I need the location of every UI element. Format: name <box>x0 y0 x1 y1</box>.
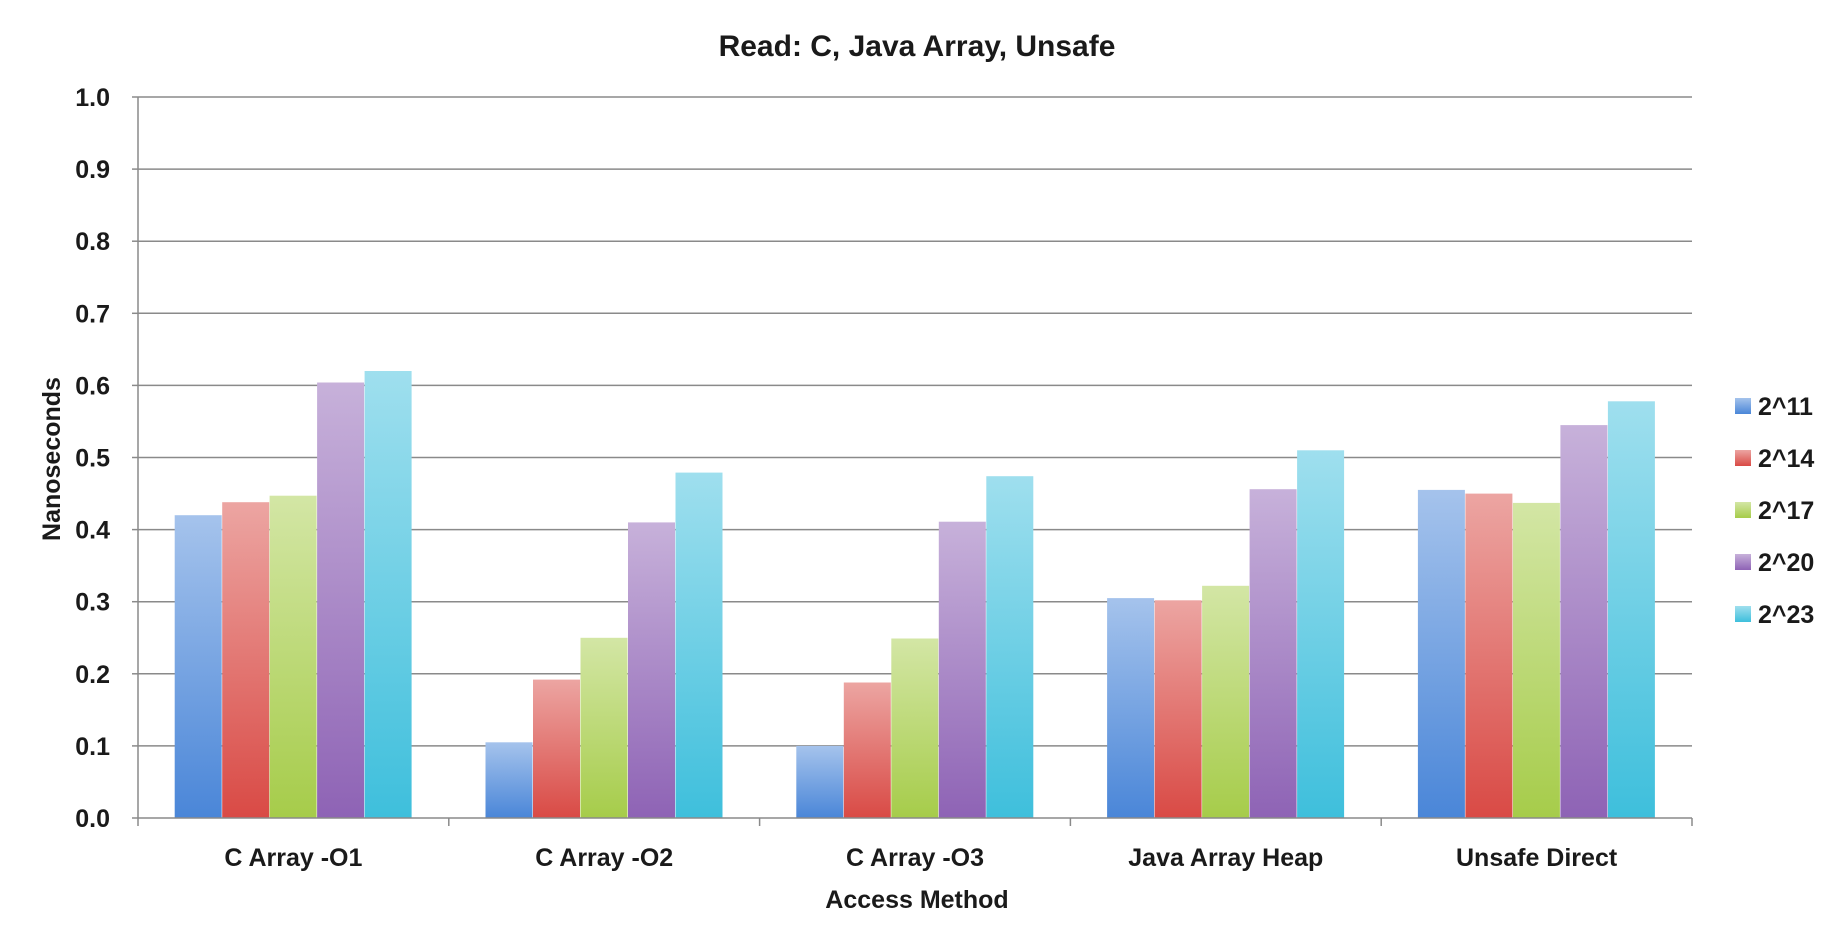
y-axis-ticks: 0.0 0.1 0.2 0.3 0.4 0.5 0.6 0.7 0.8 0.9 1.0 <box>75 84 138 833</box>
chart-title: Read: C, Java Array, Unsafe <box>719 30 1116 63</box>
bar-2-14-2 <box>843 682 891 818</box>
bar-2-14-4 <box>1465 493 1513 818</box>
bar-2-17-1 <box>580 637 628 819</box>
bar-2-23-1 <box>675 472 723 818</box>
x-axis-label: Access Method <box>825 886 1008 914</box>
legend-swatch <box>1735 450 1751 466</box>
x-tick-label: C Array -O1 <box>224 844 362 872</box>
y-tick-label: 0.5 <box>75 445 110 473</box>
bar-2-11-0 <box>174 515 222 818</box>
y-tick-label: 0.2 <box>75 661 110 689</box>
y-tick-label: 0.4 <box>75 517 110 545</box>
legend-label: 2^23 <box>1758 601 1814 629</box>
legend-swatch <box>1735 502 1751 518</box>
axes <box>137 97 1692 819</box>
legend-swatch <box>1735 606 1751 622</box>
y-tick-label: 0.3 <box>75 589 110 617</box>
bars <box>174 371 1655 819</box>
bar-2-11-2 <box>796 745 844 818</box>
x-tick-label: C Array -O2 <box>535 844 673 872</box>
bar-2-17-0 <box>269 495 317 818</box>
bar-2-23-2 <box>986 476 1034 818</box>
x-tick-label: C Array -O3 <box>846 844 984 872</box>
y-axis-label: Nanoseconds <box>38 377 66 541</box>
legend-label: 2^11 <box>1758 393 1813 421</box>
bar-2-20-4 <box>1560 425 1608 818</box>
legend-swatch <box>1735 398 1751 414</box>
y-tick-label: 0.1 <box>75 733 110 761</box>
y-tick-label: 0.7 <box>75 300 110 328</box>
y-tick-label: 0.9 <box>75 156 110 184</box>
legend-label: 2^20 <box>1758 549 1814 577</box>
x-tick-label: Java Array Heap <box>1128 844 1323 872</box>
legend: 2^11 2^14 2^17 2^20 2^23 <box>1735 393 1814 629</box>
y-tick-label: 0.0 <box>75 805 110 833</box>
legend-label: 2^14 <box>1758 445 1814 473</box>
bar-2-20-3 <box>1249 489 1297 818</box>
bar-2-17-3 <box>1202 585 1250 818</box>
x-tick-label: Unsafe Direct <box>1456 844 1618 872</box>
bar-2-20-1 <box>628 522 675 818</box>
bar-2-14-0 <box>222 502 270 818</box>
bar-2-23-0 <box>364 371 412 818</box>
bar-2-23-3 <box>1297 450 1345 818</box>
bar-2-20-0 <box>317 382 365 818</box>
bar-2-11-4 <box>1417 489 1465 818</box>
bar-2-17-4 <box>1512 502 1560 818</box>
y-tick-label: 1.0 <box>75 84 110 112</box>
bar-2-17-2 <box>891 638 939 818</box>
bar-2-11-3 <box>1107 598 1155 818</box>
bar-2-20-2 <box>938 521 986 818</box>
bar-2-14-3 <box>1154 600 1202 818</box>
bar-2-11-1 <box>485 742 533 818</box>
y-tick-label: 0.6 <box>75 372 110 400</box>
legend-swatch <box>1735 554 1751 570</box>
legend-label: 2^17 <box>1758 497 1814 525</box>
y-tick-label: 0.8 <box>75 228 110 256</box>
bar-2-23-4 <box>1607 401 1655 818</box>
bar-2-14-1 <box>533 679 580 818</box>
x-axis-ticks: C Array -O1 C Array -O2 C Array -O3 Java Ar… <box>137 818 1693 872</box>
